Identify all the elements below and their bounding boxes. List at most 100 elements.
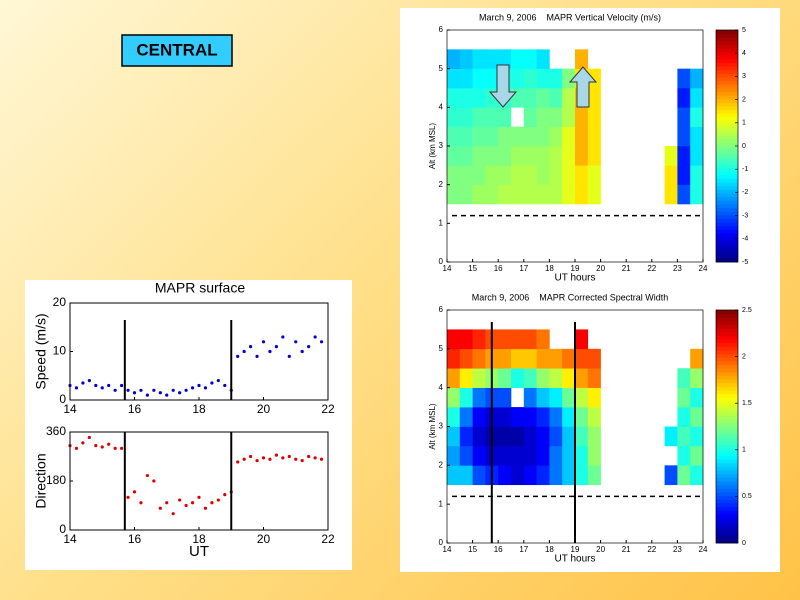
colorbar-step <box>716 393 738 398</box>
heat-cell <box>485 68 499 89</box>
colorbar-step <box>716 153 738 158</box>
heat-cell <box>562 368 576 388</box>
heat-cell <box>690 107 704 127</box>
scatter-point <box>210 501 214 505</box>
heat-cell <box>587 126 601 147</box>
heat-cell <box>523 146 537 166</box>
x-tick-label: 14 <box>63 402 77 416</box>
heat-cell <box>536 165 550 185</box>
colorbar-step <box>716 382 738 387</box>
heat-cell <box>498 184 512 205</box>
scatter-point <box>126 388 130 392</box>
colorbar-step <box>716 233 738 238</box>
heat-cell <box>677 184 691 205</box>
colorbar-step <box>716 69 738 74</box>
colorbar-step <box>716 146 738 151</box>
scatter-point <box>197 383 201 388</box>
scatter-point <box>171 512 175 516</box>
colorbar-step <box>716 466 738 471</box>
colorbar-tick-label: -3 <box>742 212 748 219</box>
heat-cell <box>459 68 473 89</box>
colorbar-step <box>716 229 738 234</box>
colorbar-step <box>716 160 738 165</box>
colorbar-step <box>716 124 738 129</box>
x-axis-label: UT hours <box>555 273 596 284</box>
scatter-point <box>249 454 253 459</box>
heat-cell <box>677 426 691 447</box>
heat-cell <box>587 146 601 166</box>
heat-cell <box>549 368 563 388</box>
scatter-point <box>307 345 311 349</box>
heat-cell <box>587 387 601 408</box>
heat-cell <box>575 49 589 69</box>
heat-cell <box>575 426 589 447</box>
colorbar-step <box>716 88 738 93</box>
colorbar-step <box>716 113 738 118</box>
heat-cell <box>498 387 512 408</box>
y-tick-label: 6 <box>439 25 444 34</box>
heat-cell <box>447 329 461 350</box>
x-tick-label: 22 <box>321 532 335 546</box>
heat-cell <box>523 348 537 369</box>
left-panel <box>25 280 352 570</box>
x-tick-label: 20 <box>257 532 271 546</box>
colorbar-step <box>716 397 738 402</box>
heat-cell <box>562 426 576 447</box>
heat-cell <box>523 49 537 69</box>
colorbar-step <box>716 481 738 486</box>
heat-cell <box>562 445 576 466</box>
scatter-point <box>274 345 278 349</box>
heat-cell <box>498 126 512 147</box>
scatter-point <box>281 456 285 460</box>
colorbar-step <box>716 462 738 467</box>
colorbar-step <box>716 455 738 460</box>
heat-cell <box>511 68 525 89</box>
scatter-point <box>190 501 195 505</box>
colorbar-step <box>716 386 738 391</box>
colorbar-step <box>716 328 738 333</box>
x-tick-label: 14 <box>63 532 77 546</box>
scatter-point <box>87 435 91 440</box>
heat-cell <box>536 126 550 147</box>
colorbar-step <box>716 401 738 406</box>
heat-cell <box>587 107 601 127</box>
colorbar-step <box>716 95 738 100</box>
heat-cell <box>690 146 704 166</box>
scatter-point <box>100 445 104 449</box>
heat-cell <box>587 465 601 486</box>
colorbar-step <box>716 91 738 96</box>
slide-label: CENTRAL <box>136 40 217 59</box>
colorbar-step <box>716 193 738 198</box>
heat-cell <box>549 88 563 108</box>
scatter-point <box>236 460 240 464</box>
heat-cell <box>485 126 499 147</box>
heat-cell <box>549 165 563 185</box>
heat-cell <box>523 107 537 127</box>
heat-cell <box>575 445 589 466</box>
heat-cell <box>472 68 486 89</box>
colorbar-step <box>716 251 738 256</box>
colorbar-step <box>716 127 738 132</box>
colorbar-step <box>716 375 738 380</box>
y-tick-label: 0 <box>439 538 444 547</box>
scatter-point <box>81 441 85 445</box>
colorbar-step <box>716 320 738 325</box>
colorbar-step <box>716 521 738 526</box>
heat-cell <box>447 445 461 466</box>
colorbar-step <box>716 484 738 489</box>
scatter-point <box>139 501 143 505</box>
colorbar-step <box>716 225 738 230</box>
x-tick-label: 22 <box>321 402 335 416</box>
scatter-point <box>165 393 169 397</box>
colorbar-step <box>716 357 738 362</box>
colorbar-step <box>716 106 738 111</box>
heat-cell <box>677 107 691 127</box>
heat-cell <box>690 465 704 486</box>
scatter-point <box>210 381 214 385</box>
y-axis-label: Alt (km MSL) <box>428 123 437 170</box>
colorbar-step <box>716 48 738 53</box>
heat-cell <box>459 88 473 108</box>
scatter-point <box>120 446 124 450</box>
heat-cell <box>523 329 537 350</box>
